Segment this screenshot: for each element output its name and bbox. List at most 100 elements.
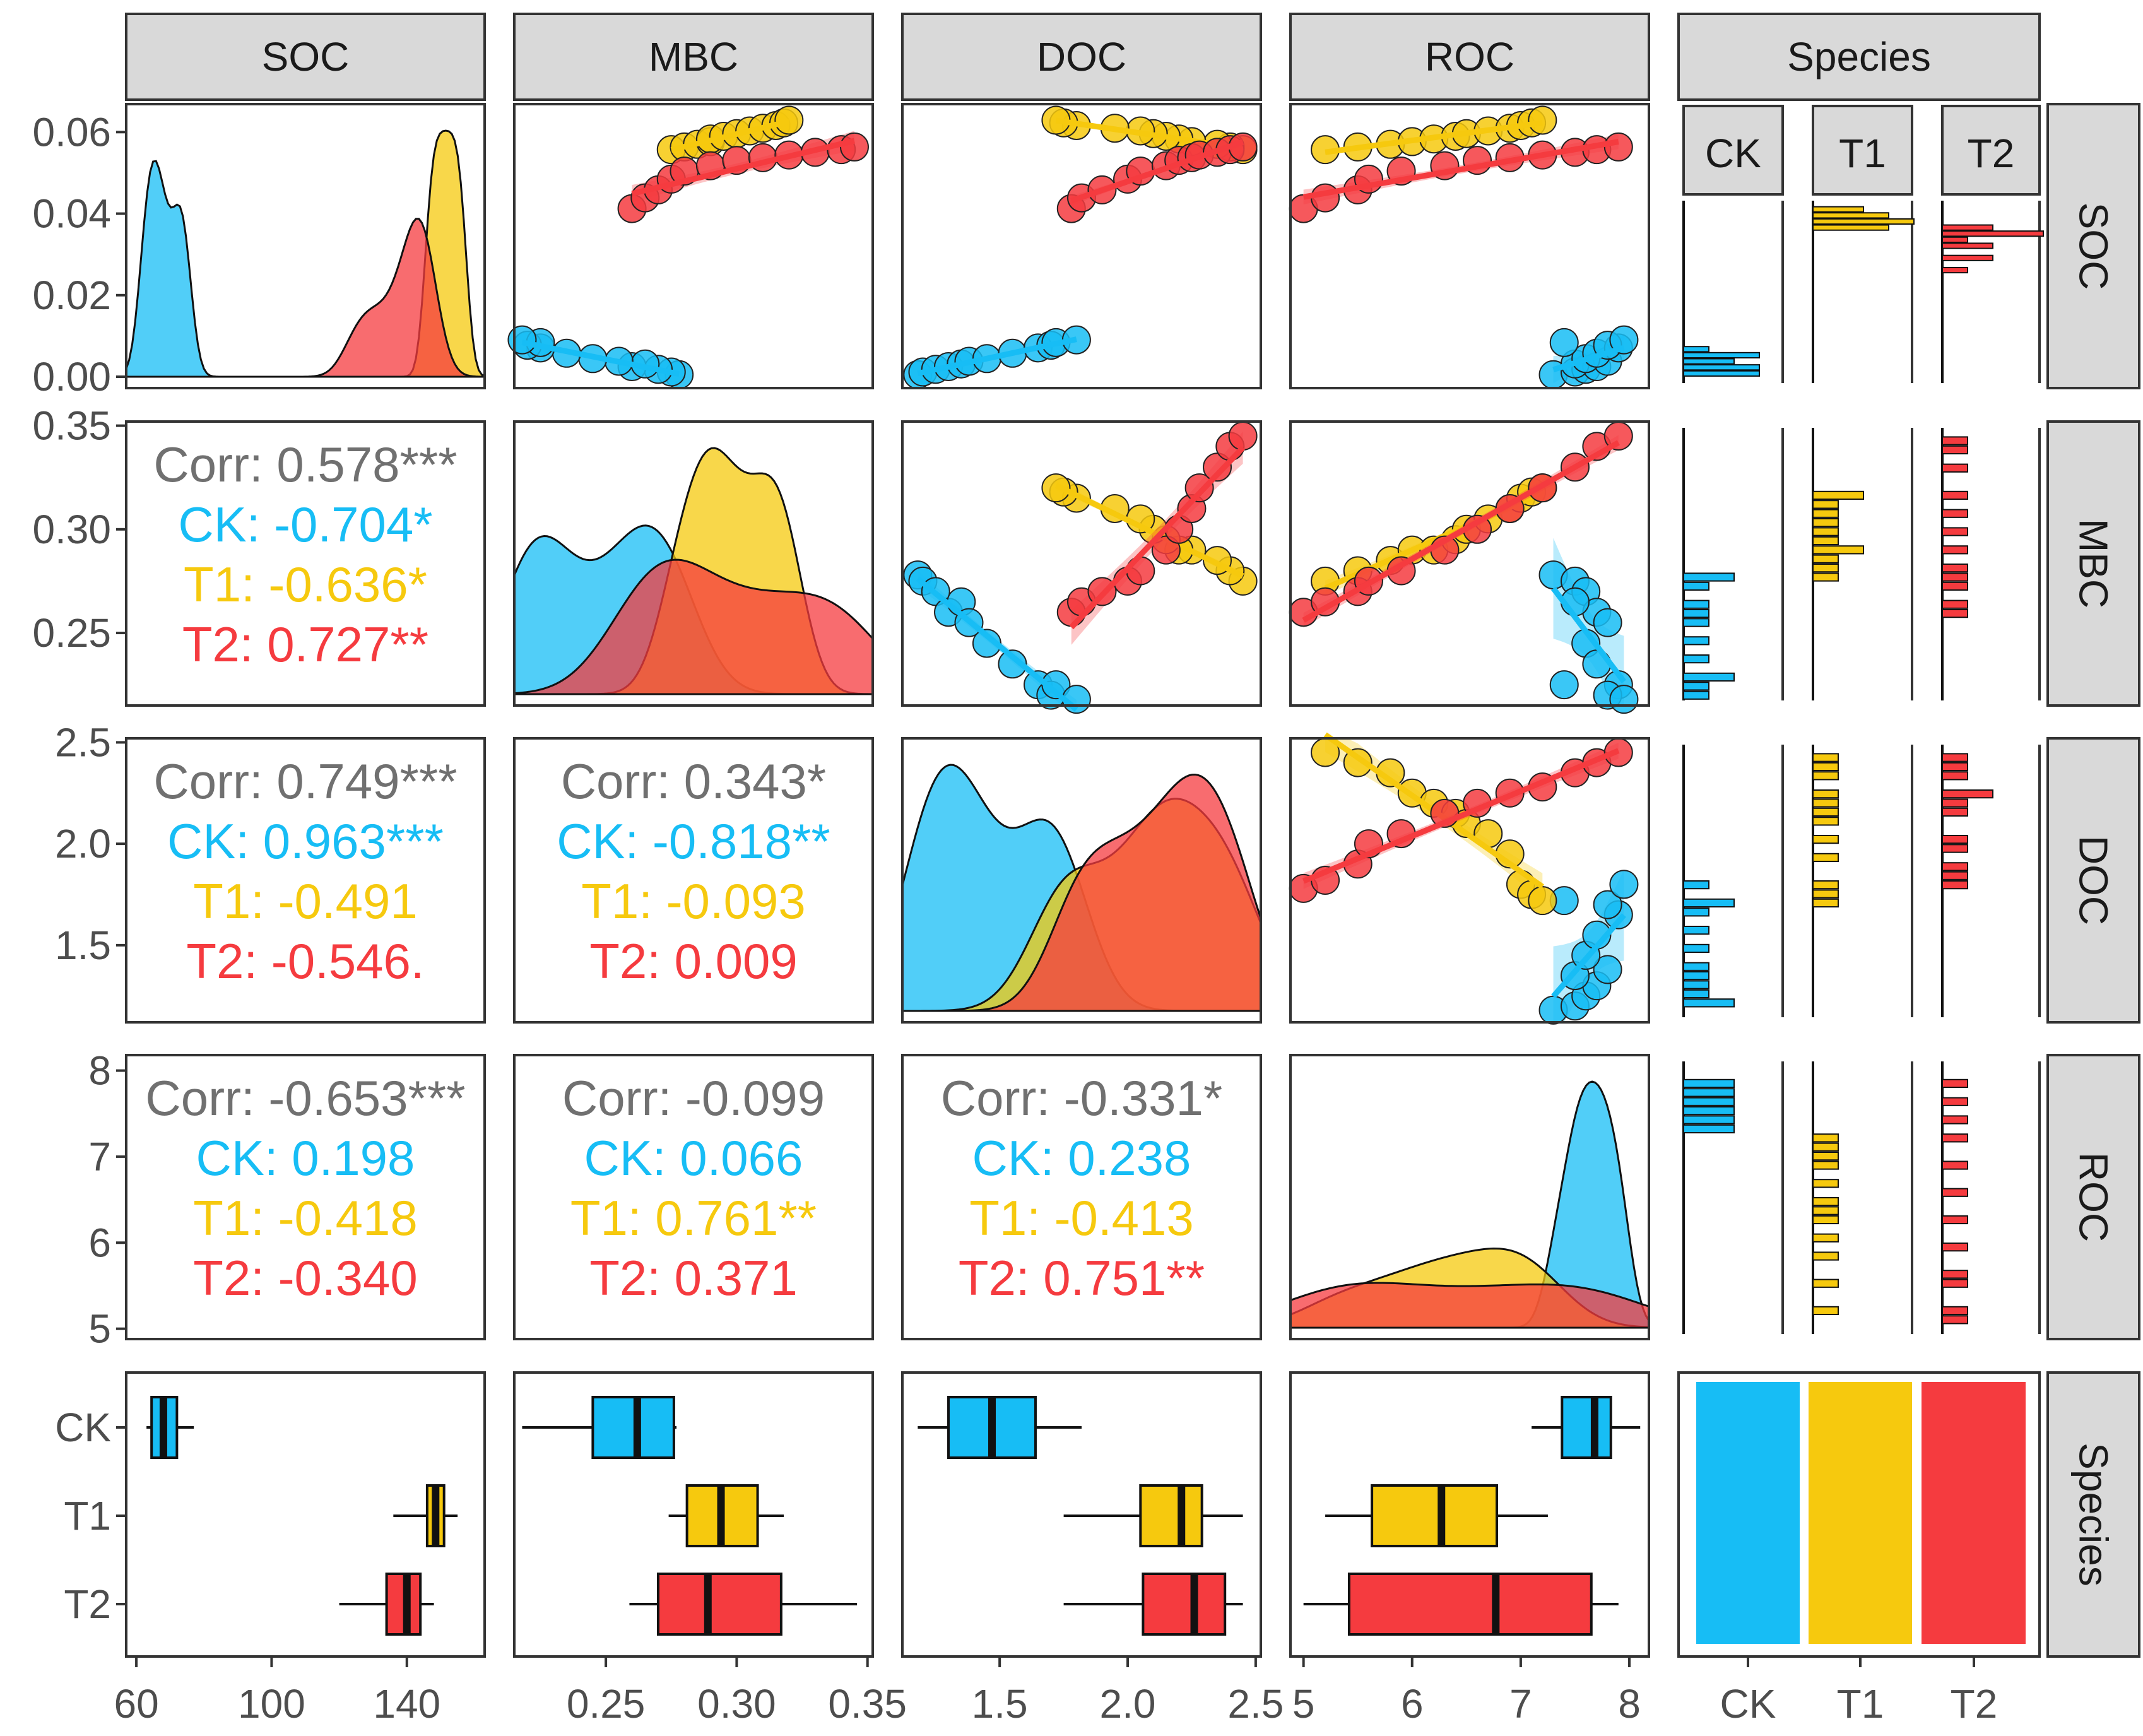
panel-frame bbox=[901, 737, 1262, 1024]
species-bar-panel bbox=[1696, 1382, 2026, 1644]
density-panel-soc bbox=[125, 129, 486, 378]
point-t2 bbox=[839, 132, 869, 162]
hist-bar-t1 bbox=[1812, 536, 1839, 546]
x-tick-mbc: 0.35 bbox=[828, 1681, 907, 1727]
x-tick-soc: 100 bbox=[238, 1681, 305, 1727]
hist-bar-t1 bbox=[1812, 753, 1839, 762]
panel-frame bbox=[125, 103, 486, 389]
hist-bar-ck bbox=[1683, 351, 1760, 359]
x-tick-soc: 60 bbox=[114, 1681, 158, 1727]
col-strip-label: DOC bbox=[1037, 34, 1126, 80]
y-tick-density: 0.00 bbox=[32, 354, 111, 399]
hist-bar-t2 bbox=[1942, 835, 1968, 844]
hist-bar-t1 bbox=[1812, 564, 1839, 573]
hist-bar-t2 bbox=[1942, 509, 1968, 518]
panel-frame bbox=[125, 420, 486, 707]
hist-bar-t1 bbox=[1812, 1306, 1839, 1316]
point-t1 bbox=[1528, 886, 1557, 916]
corr-ck: CK: 0.238 bbox=[972, 1130, 1191, 1186]
panel-frame bbox=[1289, 737, 1650, 1024]
hist-bar-t1 bbox=[1812, 1206, 1839, 1215]
fit-line-t2 bbox=[1302, 440, 1621, 623]
hist-bar-t2 bbox=[1942, 445, 1968, 455]
hist-bar-t1 bbox=[1812, 1179, 1839, 1188]
density-t2 bbox=[1289, 1282, 1650, 1329]
density-t2 bbox=[902, 773, 1262, 1012]
y-tick-species: CK bbox=[55, 1405, 111, 1450]
row-strip-label: Species bbox=[2071, 1443, 2116, 1586]
hist-bar-t2 bbox=[1942, 572, 1968, 582]
hist-bar-ck bbox=[1683, 370, 1760, 377]
hist-bar-t1 bbox=[1812, 1133, 1839, 1143]
density-panel-roc bbox=[1289, 1080, 1650, 1329]
fit-line-t2 bbox=[631, 138, 856, 197]
row-strip-mbc bbox=[2046, 420, 2140, 707]
hist-bar-t1 bbox=[1812, 212, 1889, 219]
hist-bar-ck bbox=[1683, 943, 1709, 954]
row-strip-label: ROC bbox=[2071, 1152, 2116, 1242]
x-tick-species: T1 bbox=[1837, 1681, 1884, 1727]
point-ck bbox=[1609, 870, 1639, 899]
point-ck bbox=[1593, 890, 1622, 919]
x-tick-soc: 140 bbox=[373, 1681, 440, 1727]
hist-bar-ck bbox=[1683, 346, 1709, 353]
hist-bar-t1 bbox=[1812, 789, 1839, 799]
point-ck bbox=[1549, 328, 1579, 357]
x-tick-mbc: 0.25 bbox=[567, 1681, 646, 1727]
scatter-panel-mbc-doc bbox=[903, 421, 1258, 714]
hist-bar-t2 bbox=[1942, 266, 1968, 274]
panel-frame bbox=[1289, 1054, 1650, 1340]
box-t1 bbox=[1139, 1484, 1203, 1547]
hist-bar-ck bbox=[1683, 690, 1709, 700]
point-ck bbox=[1609, 325, 1639, 355]
hist-bar-t2 bbox=[1942, 1188, 1968, 1197]
corr-ck: CK: 0.963*** bbox=[167, 813, 444, 869]
corr-ck: CK: -0.818** bbox=[557, 813, 830, 869]
hist-bar-t2 bbox=[1942, 1306, 1968, 1316]
hist-bar-t1 bbox=[1812, 1142, 1839, 1152]
y-tick-species: T2 bbox=[64, 1581, 111, 1627]
y-tick-roc: 5 bbox=[88, 1306, 111, 1352]
point-ck bbox=[1549, 670, 1579, 700]
panel-frame bbox=[125, 1054, 486, 1340]
hist-bar-ck bbox=[1683, 1106, 1735, 1116]
scatter-panel-mbc-roc bbox=[1289, 421, 1639, 714]
col-strip-species bbox=[1677, 13, 2041, 101]
hist-bar-ck bbox=[1683, 907, 1709, 917]
sub-strip-label: T2 bbox=[1968, 131, 2015, 176]
col-strip-mbc bbox=[513, 13, 874, 101]
hist-bar-t2 bbox=[1942, 798, 1968, 808]
point-ck bbox=[972, 629, 1001, 658]
corr-t1: T1: 0.761** bbox=[570, 1190, 817, 1246]
hist-bar-t1 bbox=[1812, 1197, 1839, 1207]
hist-bar-ck bbox=[1683, 1088, 1735, 1097]
hist-bar-ck bbox=[1683, 1097, 1735, 1106]
row-strip-label: SOC bbox=[2071, 203, 2116, 290]
corr-t2: T2: -0.546. bbox=[186, 933, 424, 989]
hist-panel-soc bbox=[1682, 201, 2044, 383]
corr-ck: CK: 0.198 bbox=[196, 1130, 415, 1186]
y-tick-doc: 2.0 bbox=[55, 821, 111, 866]
hist-bar-t2 bbox=[1942, 844, 1968, 853]
corr-t2: T2: -0.340 bbox=[193, 1250, 418, 1306]
panel-frame bbox=[901, 103, 1262, 389]
box-ck bbox=[1561, 1396, 1612, 1459]
fit-line-t1 bbox=[670, 118, 790, 153]
box-panel-roc bbox=[1303, 1396, 1641, 1636]
density-panel-doc bbox=[901, 764, 1262, 1012]
sub-strip-t1 bbox=[1812, 105, 1913, 196]
y-tick-roc: 7 bbox=[88, 1134, 111, 1179]
density-t2 bbox=[126, 218, 486, 378]
corr-t2: T2: 0.727** bbox=[182, 617, 428, 672]
panel-frame bbox=[1289, 1371, 1650, 1658]
hist-bar-t1 bbox=[1812, 762, 1839, 772]
corr-ck: CK: 0.066 bbox=[584, 1130, 803, 1186]
x-tick-species: T2 bbox=[1951, 1681, 1998, 1727]
hist-panel-roc bbox=[1682, 1061, 2041, 1334]
fit-line-ck bbox=[1550, 586, 1627, 683]
y-tick-mbc: 0.35 bbox=[32, 403, 111, 449]
hist-bar-t2 bbox=[1942, 1278, 1968, 1288]
panel-frame bbox=[1289, 420, 1650, 707]
